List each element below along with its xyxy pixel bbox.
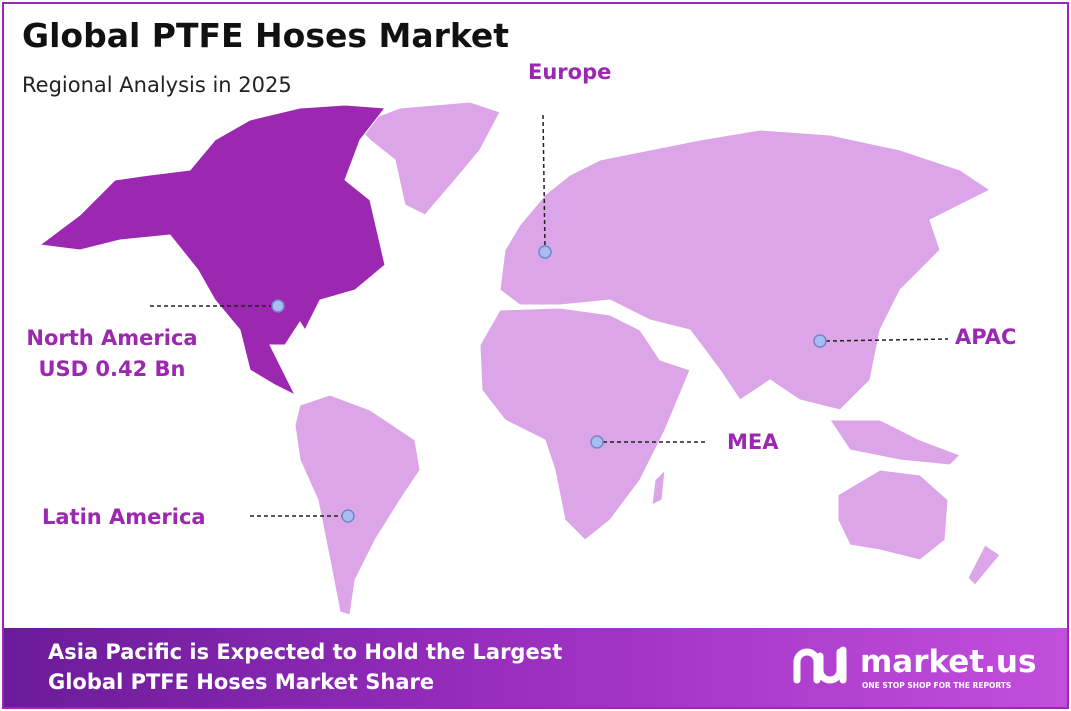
region-label: Latin America	[42, 505, 206, 529]
subtitle: Regional Analysis in 2025	[22, 73, 292, 97]
region-value: USD 0.42 Bn	[39, 357, 186, 381]
region-label: APAC	[955, 325, 1016, 349]
region-label: Europe	[528, 60, 611, 84]
north-america	[38, 104, 386, 397]
logo-tagline: ONE STOP SHOP FOR THE REPORTS	[862, 681, 1011, 690]
australia	[837, 469, 949, 561]
logo-icon	[793, 646, 847, 684]
world-map	[38, 101, 1001, 616]
logo-name: market.us	[860, 644, 1036, 680]
region-marker	[813, 334, 827, 348]
footer-text: Asia Pacific is Expected to Hold the Lar…	[48, 640, 562, 664]
madagascar	[651, 468, 666, 506]
region-marker	[590, 435, 604, 449]
title: Global PTFE Hoses Market	[22, 16, 509, 55]
region-marker	[271, 299, 285, 313]
footer-text: Global PTFE Hoses Market Share	[48, 670, 434, 694]
region-label: MEA	[727, 430, 779, 454]
markers	[150, 114, 949, 523]
africa	[479, 307, 691, 541]
south-america	[294, 394, 421, 616]
region-marker	[538, 245, 552, 259]
southeast-asia	[829, 419, 961, 466]
greenland	[354, 101, 501, 216]
region-marker	[341, 509, 355, 523]
footer-banner	[4, 628, 1067, 707]
leader-line	[542, 114, 546, 251]
logo: market.us ONE STOP SHOP FOR THE REPORTS	[793, 644, 1036, 690]
new-zealand	[967, 544, 1001, 586]
region-label: North America	[26, 326, 197, 350]
leader-line	[825, 338, 949, 342]
eurasia	[499, 129, 991, 411]
